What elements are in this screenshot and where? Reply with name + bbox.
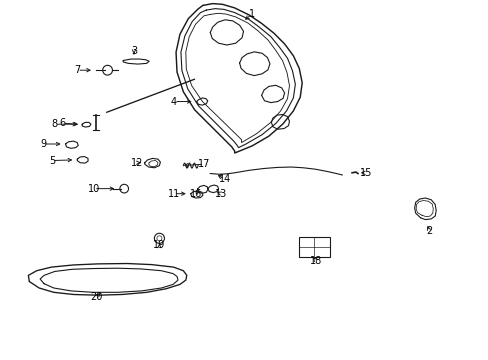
Text: 3: 3 <box>131 46 137 56</box>
Text: 17: 17 <box>198 159 210 169</box>
Text: 14: 14 <box>218 174 231 184</box>
Text: 18: 18 <box>309 256 322 266</box>
Text: 11: 11 <box>167 189 180 199</box>
Text: 8: 8 <box>52 119 58 129</box>
Text: 12: 12 <box>130 158 143 168</box>
Text: 15: 15 <box>359 168 371 178</box>
Text: 19: 19 <box>153 240 165 250</box>
Text: 2: 2 <box>426 226 431 236</box>
Text: 9: 9 <box>40 139 46 149</box>
Text: 10: 10 <box>87 184 100 194</box>
Text: 1: 1 <box>248 9 254 19</box>
Text: 7: 7 <box>74 65 80 75</box>
Text: 13: 13 <box>214 189 227 199</box>
Text: 16: 16 <box>189 189 202 199</box>
Text: 20: 20 <box>90 292 103 302</box>
Bar <box>299 237 329 257</box>
Text: 4: 4 <box>171 96 177 107</box>
Text: 6: 6 <box>60 118 65 128</box>
Text: 5: 5 <box>49 156 55 166</box>
